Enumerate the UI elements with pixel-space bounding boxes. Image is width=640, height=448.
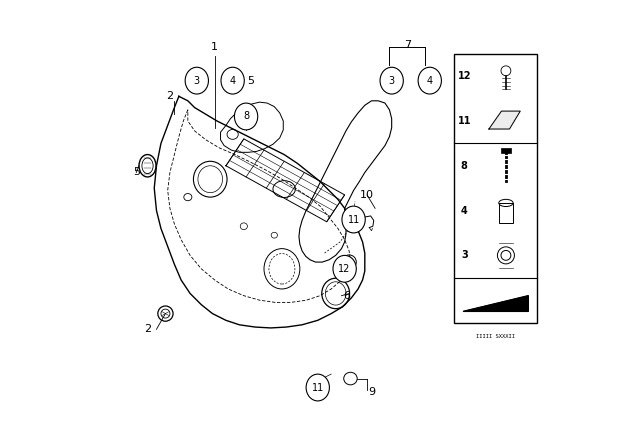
Text: 7: 7 — [404, 40, 411, 50]
Text: 8: 8 — [461, 161, 468, 171]
Ellipse shape — [380, 67, 403, 94]
Text: 11: 11 — [458, 116, 471, 126]
Text: 4: 4 — [230, 76, 236, 86]
Ellipse shape — [418, 67, 442, 94]
Text: 4: 4 — [427, 76, 433, 86]
Text: 2: 2 — [144, 324, 151, 334]
Text: 12: 12 — [458, 71, 471, 81]
Ellipse shape — [234, 103, 258, 130]
Text: 4: 4 — [461, 206, 468, 215]
Text: 6: 6 — [344, 291, 350, 301]
Bar — [454, 54, 538, 323]
Text: 9: 9 — [368, 387, 375, 397]
Bar — [500, 148, 511, 153]
Ellipse shape — [342, 206, 365, 233]
Text: 12: 12 — [339, 264, 351, 274]
Text: 11: 11 — [312, 383, 324, 392]
Polygon shape — [463, 296, 529, 311]
Text: 3: 3 — [461, 250, 468, 260]
Text: 8: 8 — [243, 112, 249, 121]
Text: 11: 11 — [348, 215, 360, 224]
Ellipse shape — [306, 374, 330, 401]
Text: 5: 5 — [133, 168, 140, 177]
Text: 1: 1 — [211, 42, 218, 52]
Bar — [499, 203, 513, 223]
Ellipse shape — [221, 67, 244, 94]
Text: 2: 2 — [166, 91, 173, 101]
Text: 5: 5 — [247, 76, 254, 86]
Ellipse shape — [185, 67, 209, 94]
Ellipse shape — [333, 255, 356, 282]
Text: 3: 3 — [388, 76, 395, 86]
Text: 3: 3 — [194, 76, 200, 86]
Text: 10: 10 — [360, 190, 374, 200]
Text: IIIII SXXXII: IIIII SXXXII — [476, 334, 515, 339]
Polygon shape — [489, 111, 520, 129]
